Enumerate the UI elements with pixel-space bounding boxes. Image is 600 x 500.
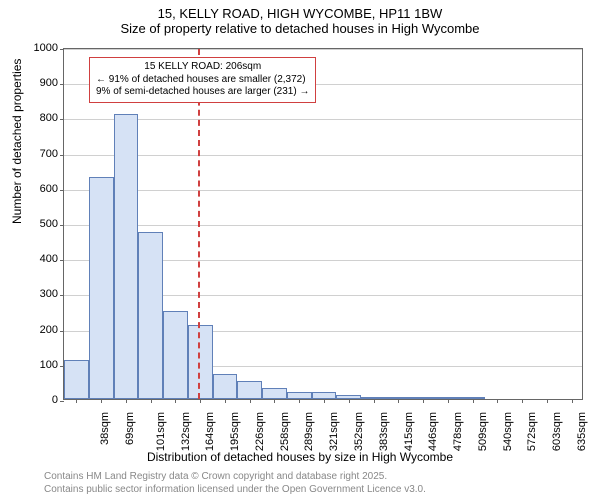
x-tick-mark <box>200 399 201 403</box>
y-tick-mark <box>60 84 64 85</box>
x-tick-mark <box>299 399 300 403</box>
x-tick-label: 164sqm <box>205 412 217 451</box>
x-tick-mark <box>76 399 77 403</box>
x-tick-label: 446sqm <box>427 412 439 451</box>
x-tick-mark <box>547 399 548 403</box>
x-tick-label: 478sqm <box>452 412 464 451</box>
attribution-line1: Contains HM Land Registry data © Crown c… <box>44 471 426 484</box>
histogram-bar <box>163 311 188 399</box>
grid-line <box>64 190 582 191</box>
x-tick-label: 101sqm <box>155 412 167 451</box>
chart-title: 15, KELLY ROAD, HIGH WYCOMBE, HP11 1BW <box>0 0 600 21</box>
property-callout: 15 KELLY ROAD: 206sqm← 91% of detached h… <box>89 57 316 103</box>
x-tick-mark <box>423 399 424 403</box>
x-axis-label: Distribution of detached houses by size … <box>0 450 600 464</box>
y-tick-label: 800 <box>18 112 58 124</box>
x-tick-mark <box>448 399 449 403</box>
x-tick-label: 38sqm <box>99 412 111 445</box>
grid-line <box>64 225 582 226</box>
y-tick-label: 1000 <box>18 42 58 54</box>
y-tick-label: 600 <box>18 183 58 195</box>
y-tick-mark <box>60 49 64 50</box>
histogram-bar <box>262 388 287 399</box>
x-tick-mark <box>522 399 523 403</box>
x-tick-mark <box>497 399 498 403</box>
histogram-bar <box>237 381 262 399</box>
y-tick-mark <box>60 401 64 402</box>
histogram-bar <box>114 114 139 399</box>
grid-line <box>64 155 582 156</box>
x-tick-mark <box>473 399 474 403</box>
histogram-bar <box>188 325 213 399</box>
x-tick-label: 603sqm <box>551 412 563 451</box>
x-tick-mark <box>274 399 275 403</box>
histogram-plot: 15 KELLY ROAD: 206sqm← 91% of detached h… <box>63 48 583 400</box>
x-tick-mark <box>398 399 399 403</box>
x-tick-label: 352sqm <box>353 412 365 451</box>
x-tick-label: 415sqm <box>403 412 415 451</box>
y-tick-label: 700 <box>18 148 58 160</box>
x-tick-mark <box>175 399 176 403</box>
x-tick-mark <box>572 399 573 403</box>
x-tick-mark <box>324 399 325 403</box>
y-tick-label: 200 <box>18 324 58 336</box>
x-tick-label: 540sqm <box>502 412 514 451</box>
callout-title: 15 KELLY ROAD: 206sqm <box>96 61 309 74</box>
grid-line <box>64 119 582 120</box>
histogram-bar <box>138 232 163 399</box>
histogram-bar <box>89 177 114 399</box>
y-tick-mark <box>60 295 64 296</box>
y-tick-label: 400 <box>18 253 58 265</box>
x-tick-mark <box>101 399 102 403</box>
y-tick-label: 100 <box>18 359 58 371</box>
x-tick-mark <box>225 399 226 403</box>
x-tick-label: 572sqm <box>526 412 538 451</box>
y-tick-mark <box>60 190 64 191</box>
x-tick-label: 635sqm <box>576 412 588 451</box>
x-tick-mark <box>151 399 152 403</box>
chart-subtitle: Size of property relative to detached ho… <box>0 21 600 40</box>
x-tick-label: 258sqm <box>279 412 291 451</box>
y-tick-label: 0 <box>18 394 58 406</box>
callout-line2: 9% of semi-detached houses are larger (2… <box>96 86 309 99</box>
x-tick-mark <box>349 399 350 403</box>
histogram-bar <box>64 360 89 399</box>
y-tick-mark <box>60 225 64 226</box>
callout-line1: ← 91% of detached houses are smaller (2,… <box>96 74 309 87</box>
x-tick-label: 289sqm <box>304 412 316 451</box>
y-tick-label: 500 <box>18 218 58 230</box>
x-tick-label: 226sqm <box>254 412 266 451</box>
x-tick-label: 195sqm <box>229 412 241 451</box>
y-tick-mark <box>60 119 64 120</box>
x-tick-label: 132sqm <box>180 412 192 451</box>
y-tick-mark <box>60 331 64 332</box>
x-tick-mark <box>250 399 251 403</box>
y-tick-mark <box>60 155 64 156</box>
grid-line <box>64 49 582 50</box>
y-tick-label: 300 <box>18 288 58 300</box>
x-tick-mark <box>374 399 375 403</box>
y-tick-label: 900 <box>18 77 58 89</box>
histogram-bar <box>213 374 238 399</box>
histogram-bar <box>312 392 337 399</box>
x-tick-label: 321sqm <box>328 412 340 451</box>
histogram-bar <box>287 392 312 399</box>
y-tick-mark <box>60 260 64 261</box>
x-tick-label: 69sqm <box>124 412 136 445</box>
x-tick-label: 509sqm <box>477 412 489 451</box>
attribution-text: Contains HM Land Registry data © Crown c… <box>44 471 426 496</box>
attribution-line2: Contains public sector information licen… <box>44 484 426 497</box>
x-tick-label: 383sqm <box>378 412 390 451</box>
x-tick-mark <box>126 399 127 403</box>
